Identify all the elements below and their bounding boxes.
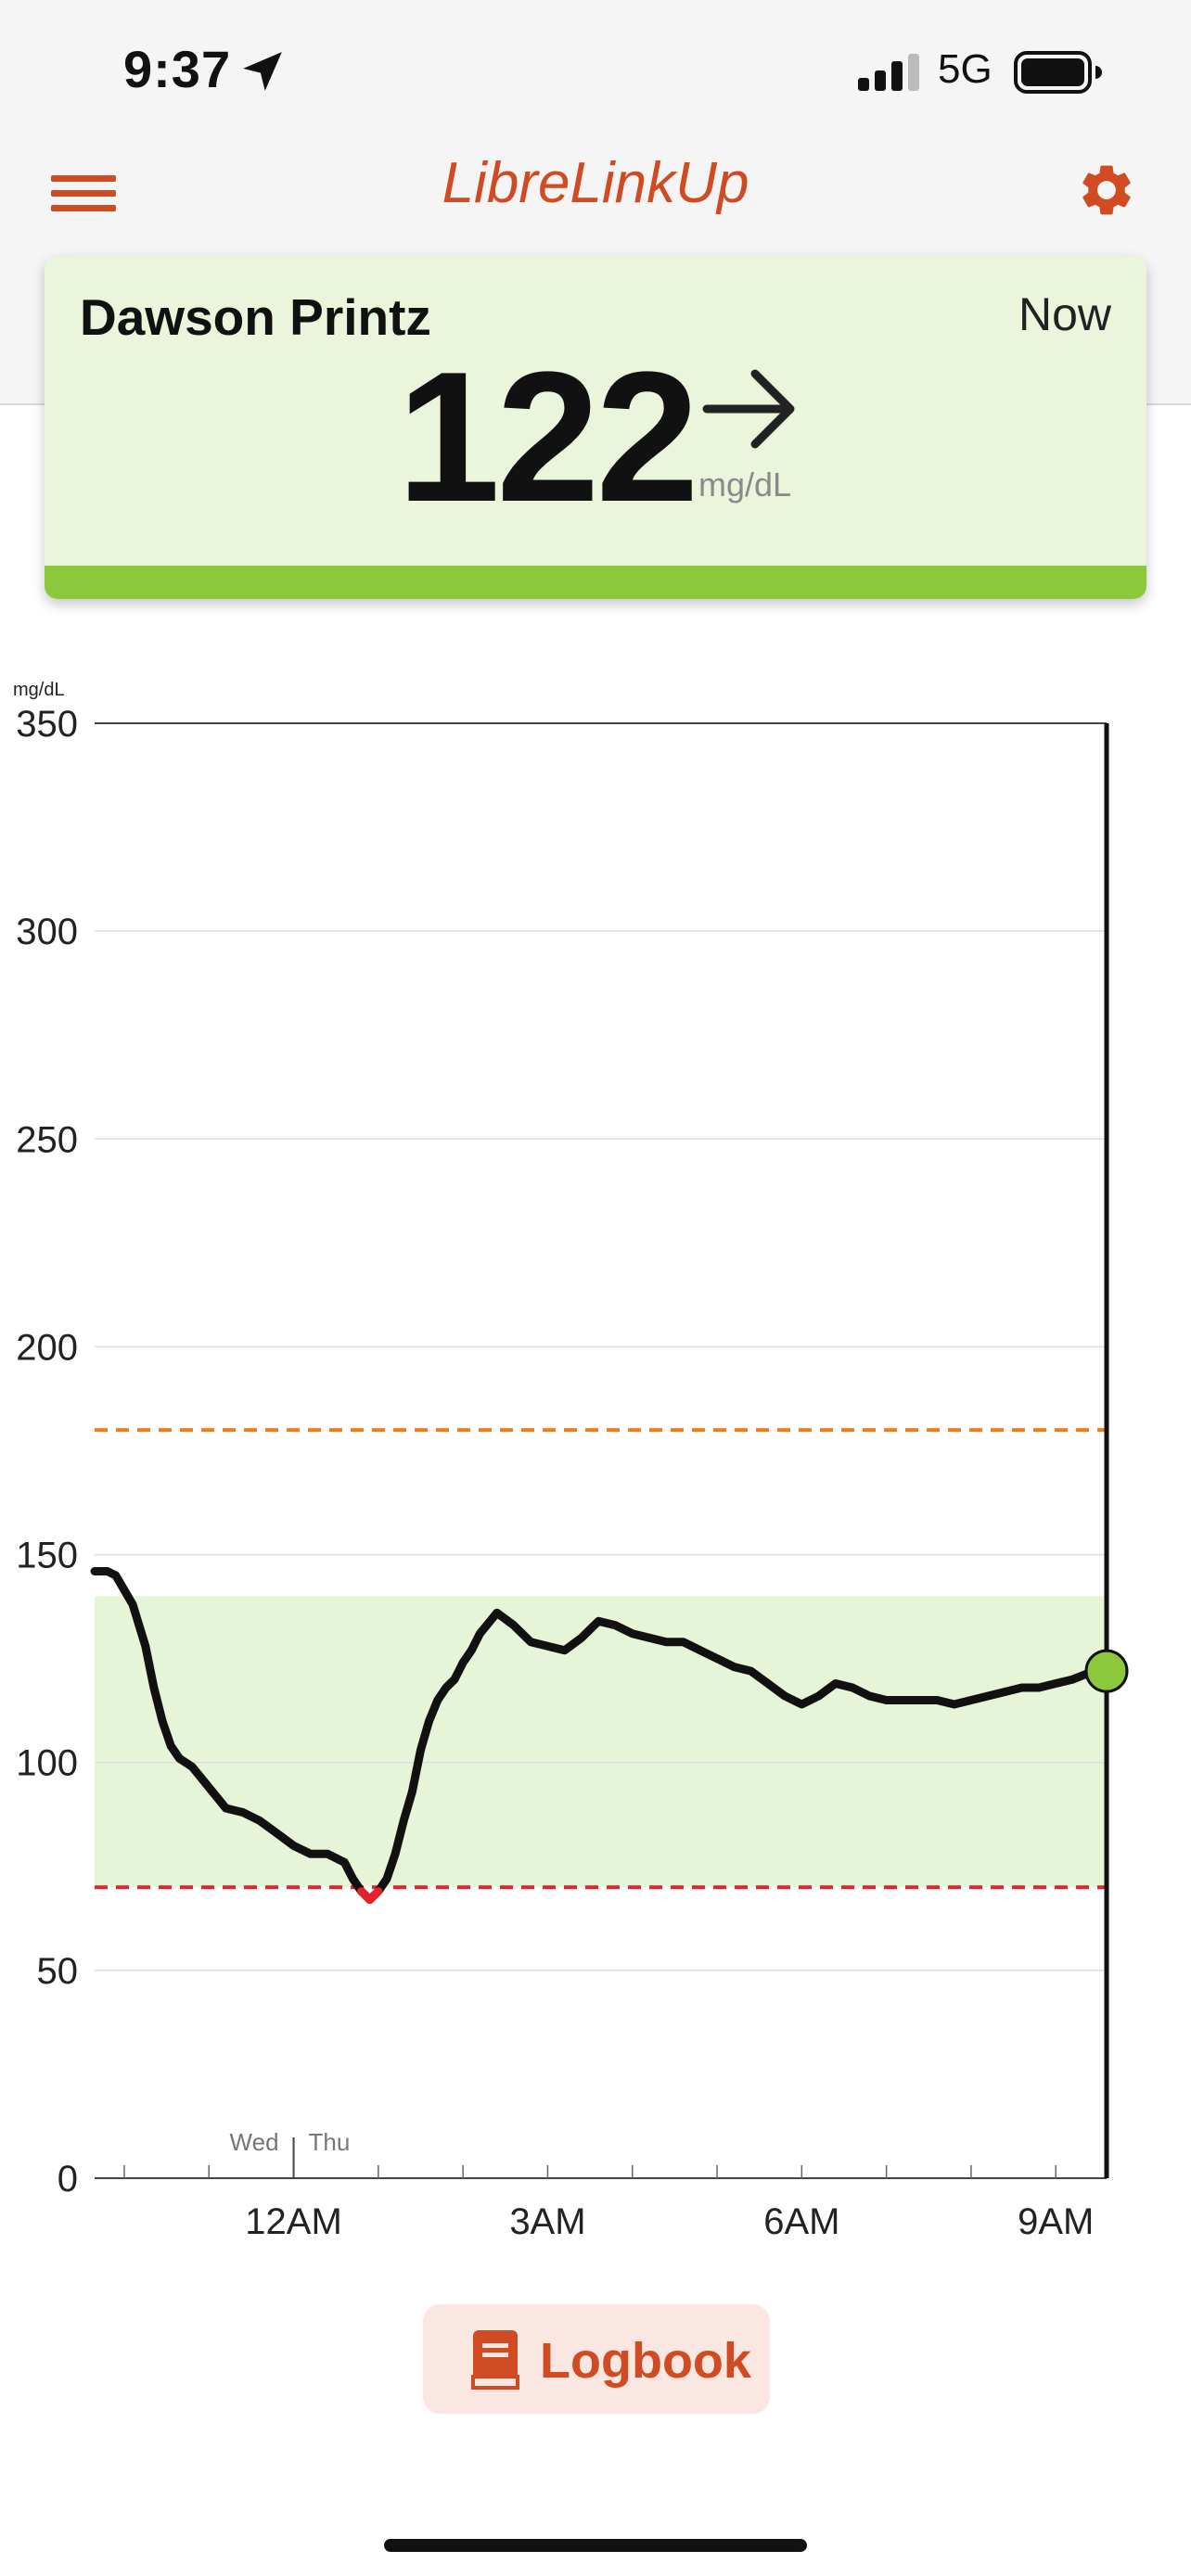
reading-time: Now [1018,288,1111,340]
day-label: Thu [309,2128,351,2156]
menu-icon[interactable] [51,167,116,223]
settings-gear-icon[interactable] [1076,159,1137,221]
glucose-unit: mg/dL [698,465,792,504]
network-type: 5G [938,46,992,92]
status-bar [0,0,1191,139]
patient-name: Dawson Printz [80,288,431,346]
x-tick-label: 12AM [245,2201,342,2242]
x-tick-label: 6AM [763,2201,839,2242]
location-arrow-icon [243,52,282,91]
y-tick-label: 350 [16,704,78,745]
book-icon [471,2330,519,2390]
y-tick-label: 150 [16,1536,78,1576]
battery-icon [1014,51,1102,94]
home-indicator [384,2539,807,2552]
low-glucose-segment [357,1887,383,1905]
x-tick-label: 9AM [1018,2201,1094,2242]
y-tick-label: 0 [58,2159,78,2200]
glucose-chart-svg: 0 50 100 150 200 250 300 350 mg/dL 12AM 3AM 6AM 9AM W… [13,680,1129,2242]
logbook-label: Logbook [540,2333,751,2389]
y-tick-label: 50 [37,1951,79,1992]
day-label: Wed [230,2128,279,2156]
y-axis-unit-label: mg/dL [13,680,65,700]
y-tick-label: 250 [16,1119,78,1160]
x-tick-label: 3AM [509,2201,585,2242]
logbook-button[interactable]: Logbook [423,2304,770,2414]
target-range-band [95,1596,1107,1888]
current-reading-point [1084,1649,1129,1693]
y-tick-label: 200 [16,1327,78,1368]
glucose-series-line [90,1567,1111,1905]
glucose-history-chart[interactable]: 0 50 100 150 200 250 300 350 mg/dL 12AM 3AM 6AM 9AM W… [0,668,1191,2244]
app-title: LibreLinkUp [442,151,749,215]
arrow-right-icon [702,369,795,449]
glucose-reading-card[interactable]: Dawson Printz Now 122 mg/dL [45,256,1146,599]
cellular-signal-icon [858,54,919,91]
y-tick-label: 100 [16,1743,78,1784]
in-range-status-bar [45,566,1146,599]
status-time: 9:37 [123,40,232,98]
glucose-value: 122 [397,334,699,541]
y-tick-label: 300 [16,912,78,952]
